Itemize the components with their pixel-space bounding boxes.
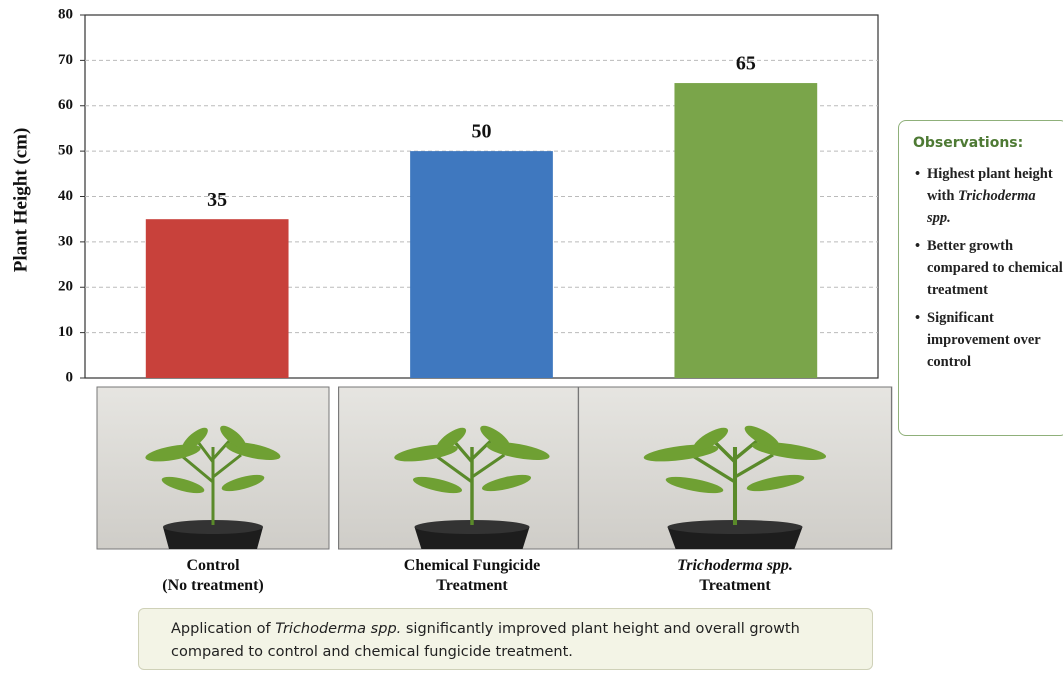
caption-text: Application of <box>171 621 276 637</box>
x-tick-label: Control (No treatment) <box>162 557 264 594</box>
y-tick-label: 20 <box>58 279 73 295</box>
value-label: 65 <box>736 53 756 75</box>
value-label: 50 <box>472 121 492 143</box>
observations-title: Observations: <box>913 135 1024 151</box>
y-tick-label: 0 <box>66 369 74 385</box>
bar <box>674 83 818 378</box>
y-tick-label: 60 <box>58 97 73 113</box>
x-tick-label: Chemical Fungicide Treatment <box>403 557 541 594</box>
y-tick-label: 40 <box>58 188 73 204</box>
value-label: 35 <box>207 189 227 211</box>
y-tick-label: 70 <box>58 52 73 68</box>
x-tick-label: Trichoderma spp. Treatment <box>677 557 793 594</box>
y-tick-label: 10 <box>58 324 73 340</box>
caption: Application of Trichoderma spp. signific… <box>138 608 873 670</box>
observation-text: Better growth compared to chemical treat… <box>927 238 1063 298</box>
bar <box>410 151 553 378</box>
observation-item: Better growth compared to chemical treat… <box>915 235 1063 301</box>
y-axis-label: Plant Height (cm) <box>10 128 31 273</box>
photo-chemical <box>336 385 608 551</box>
observation-text: Significant improvement over control <box>927 310 1041 370</box>
caption-text: significantly improved plant height and … <box>171 621 800 660</box>
y-tick-label: 50 <box>58 143 73 159</box>
photo-control <box>95 385 331 551</box>
y-tick-label: 80 <box>58 6 73 22</box>
y-tick-label: 30 <box>58 233 73 249</box>
observations-list: Highest plant height with Trichoderma sp… <box>913 163 1063 373</box>
observation-text: Highest plant height with <box>927 166 1053 204</box>
observations-box: Observations: Highest plant height with T… <box>898 120 1063 436</box>
observation-item: Highest plant height with Trichoderma sp… <box>915 163 1063 229</box>
caption-text: Trichoderma spp. <box>275 621 402 637</box>
observation-item: Significant improvement over control <box>915 307 1063 373</box>
photo-trichoderma <box>578 387 891 549</box>
observation-text: Trichoderma spp. <box>927 188 1036 226</box>
bar <box>145 219 289 378</box>
